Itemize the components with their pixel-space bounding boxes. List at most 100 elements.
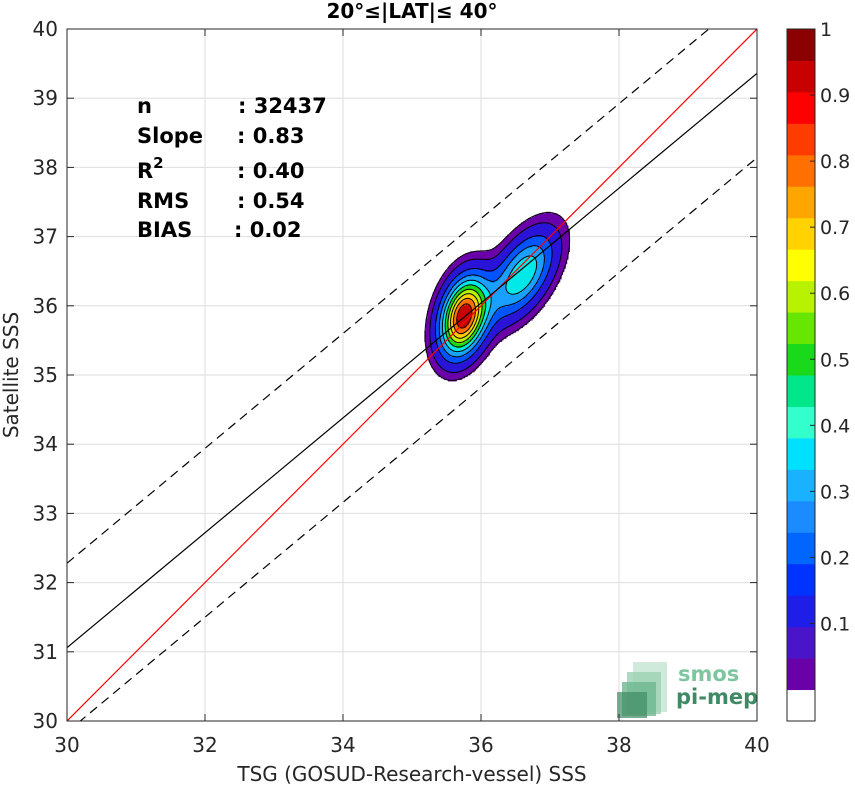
density-cell <box>508 306 511 309</box>
density-cell <box>476 284 479 288</box>
density-cell <box>550 284 552 288</box>
density-cell <box>476 277 479 280</box>
density-cell <box>465 289 468 292</box>
density-cell <box>447 345 450 348</box>
density-cell <box>469 350 472 353</box>
density-cell <box>518 301 521 304</box>
density-cell <box>503 278 506 281</box>
density-cell <box>509 300 512 303</box>
density-cell <box>521 265 523 268</box>
density-cell <box>442 284 445 288</box>
density-cell <box>512 290 515 294</box>
density-cell <box>460 319 463 323</box>
density-cell <box>478 321 481 324</box>
density-cell <box>472 284 475 288</box>
density-cell <box>479 300 482 303</box>
density-cell <box>494 266 497 269</box>
density-cell <box>490 309 493 312</box>
density-cell <box>446 304 449 307</box>
density-cell <box>463 277 466 280</box>
density-cell <box>447 373 450 376</box>
density-cell <box>544 263 547 266</box>
density-cell <box>452 377 454 380</box>
density-cell <box>489 289 492 292</box>
density-cell <box>536 266 539 269</box>
density-cell <box>555 265 558 268</box>
density-cell <box>468 335 471 338</box>
density-cell <box>469 309 472 312</box>
density-cell <box>465 306 468 309</box>
density-cell <box>469 303 472 306</box>
density-cell <box>522 284 525 288</box>
density-cell <box>439 367 442 370</box>
density-cell <box>454 333 457 336</box>
density-cell <box>534 307 537 310</box>
density-cell <box>500 295 503 298</box>
density-cell <box>475 310 478 313</box>
density-cell <box>533 310 536 313</box>
density-cell <box>457 275 460 278</box>
density-cell <box>512 277 515 280</box>
density-cell <box>485 307 488 310</box>
density-cell <box>530 304 533 307</box>
density-cell <box>468 278 471 281</box>
density-cell <box>538 307 541 310</box>
density-cell <box>469 284 472 288</box>
density-cell <box>501 304 504 307</box>
density-cell <box>501 265 504 268</box>
density-cell <box>523 297 526 300</box>
density-cell <box>465 370 468 373</box>
density-cell <box>439 354 442 358</box>
density-cell <box>485 274 488 277</box>
density-cell <box>527 303 530 306</box>
density-cell <box>460 368 463 371</box>
density-cell <box>458 342 461 345</box>
density-cell <box>554 265 557 268</box>
density-cell <box>509 266 512 269</box>
density-cell <box>447 374 450 377</box>
density-cell <box>475 266 478 269</box>
density-cell <box>474 266 477 269</box>
density-cell <box>458 281 461 284</box>
density-cell <box>449 339 452 342</box>
density-cell <box>503 271 506 274</box>
density-cell <box>483 354 486 358</box>
density-cell <box>479 326 482 329</box>
density-cell <box>454 339 457 342</box>
density-cell <box>494 339 497 342</box>
density-cell <box>475 351 478 355</box>
density-cell <box>554 275 557 278</box>
density-cell <box>461 371 464 374</box>
density-cell <box>471 263 474 266</box>
density-cell <box>481 277 483 280</box>
density-cell <box>431 330 434 333</box>
density-cell <box>427 319 430 323</box>
density-cell <box>505 275 508 278</box>
density-cell <box>460 263 463 266</box>
density-cell <box>478 347 481 350</box>
density-cell <box>432 297 435 300</box>
density-cell <box>452 361 454 364</box>
density-cell <box>460 284 463 288</box>
density-cell <box>440 339 443 342</box>
density-cell <box>525 274 528 277</box>
density-cell <box>522 319 525 323</box>
density-cell <box>460 280 463 283</box>
density-cell <box>454 318 457 321</box>
density-cell <box>440 359 443 362</box>
density-cell <box>465 356 468 359</box>
density-cell <box>503 280 506 283</box>
density-cell <box>523 290 526 294</box>
density-cell <box>471 365 474 368</box>
density-cell <box>523 269 526 272</box>
density-cell <box>512 300 515 303</box>
density-cell <box>482 290 485 294</box>
density-cell <box>533 292 536 295</box>
density-cell <box>456 373 459 376</box>
density-cell <box>522 322 525 326</box>
density-cell <box>447 322 450 326</box>
density-cell <box>445 298 448 301</box>
density-cell <box>508 309 511 312</box>
density-cell <box>432 321 435 324</box>
density-cell <box>475 324 478 327</box>
